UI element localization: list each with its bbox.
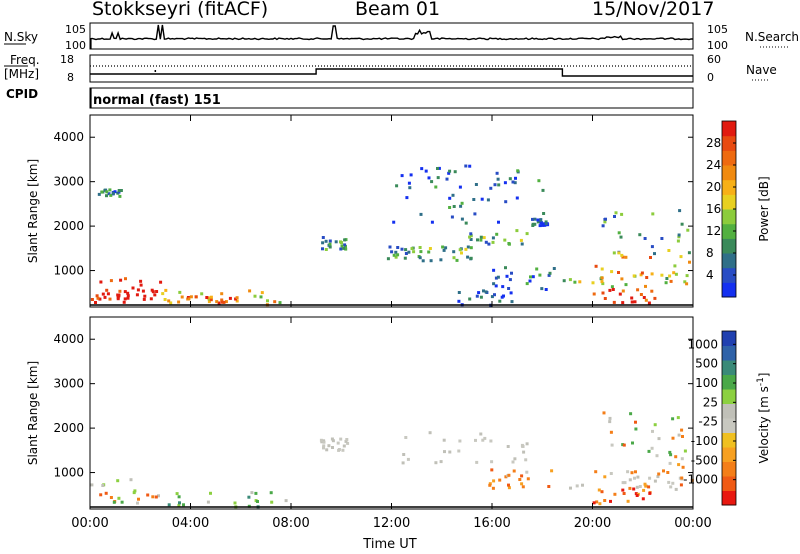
colorbar-segment <box>722 165 736 181</box>
colorbar-segment <box>722 476 736 491</box>
ytick-label: 1000 <box>53 264 84 278</box>
colorbar-segment <box>722 345 736 361</box>
nsearch-label: N.Search <box>745 30 800 44</box>
ytick-label: 4000 <box>53 332 84 346</box>
colorbar-segment <box>722 150 736 166</box>
cpid-value: normal (fast) 151 <box>93 93 221 108</box>
ytick-label: 2000 <box>53 421 84 435</box>
colorbar-tick-label: 1000 <box>687 337 718 351</box>
colorbar-tick-label: 4 <box>706 268 714 282</box>
colorbar-segment <box>722 267 736 283</box>
freq-ytick-bottom: 8 <box>67 71 74 84</box>
ytick-label: 3000 <box>53 175 84 189</box>
colorbar-tick-label: 12 <box>706 224 721 238</box>
nave-ytick-top: 60 <box>707 53 721 66</box>
colorbar-segment <box>722 403 736 419</box>
colorbar-tick-label: 16 <box>706 202 721 216</box>
cpid-label: CPID <box>6 87 39 101</box>
nsky-ytick-top: 105 <box>65 23 86 36</box>
colorbar-tick-label: 28 <box>706 136 721 150</box>
colorbar-tick-label: -25 <box>698 415 718 429</box>
colorbar-segment <box>722 389 736 404</box>
cpid-panel-frame <box>89 87 694 109</box>
nsky-label: N.Sky <box>4 30 39 44</box>
freq-trace <box>90 68 693 77</box>
ytick-label: 2000 <box>53 219 84 233</box>
colorbar-segment <box>722 282 736 298</box>
xtick-label: 04:00 <box>172 516 209 531</box>
station-title: Stokkseyri (fitACF) <box>92 0 269 20</box>
colorbar-segment <box>722 461 736 477</box>
colorbar-tick-label: 24 <box>706 158 721 172</box>
colorbar-segment <box>722 179 736 195</box>
date-title: 15/Nov/2017 <box>592 0 715 20</box>
colorbar-tick-label: 25 <box>703 395 718 409</box>
colorbar-tick-label: 500 <box>695 357 718 371</box>
colorbar-segment <box>722 121 736 137</box>
freq-label: Freq. <box>10 53 40 67</box>
colorbar-segment <box>722 331 736 346</box>
colorbar-segment <box>722 374 736 390</box>
colorbar-tick-label: -1000 <box>683 473 718 487</box>
freq-panel-frame <box>89 54 694 83</box>
nsky-trace <box>89 24 693 41</box>
colorbar-segment <box>722 135 736 151</box>
colorbar-segment <box>722 238 736 254</box>
power-cells <box>90 164 691 307</box>
y-axis-label: Slant Range [km] <box>26 361 40 465</box>
colorbar-segment <box>722 432 736 448</box>
power-colorbar-label: Power [dB] <box>757 176 771 241</box>
colorbar-tick-label: 8 <box>706 246 714 260</box>
colorbar-tick-label: 20 <box>706 180 721 194</box>
beam-title: Beam 01 <box>355 0 441 20</box>
y-axis-label: Slant Range [km] <box>26 159 40 263</box>
velocity-cells <box>90 411 694 509</box>
colorbar-segment <box>722 360 736 375</box>
colorbar-segment <box>722 490 736 506</box>
xtick-label: 16:00 <box>473 516 510 531</box>
nsearch-ytick-bottom: 100 <box>707 39 728 52</box>
colorbar-segment <box>722 194 736 210</box>
xtick-label: 12:00 <box>373 516 410 531</box>
colorbar-segment <box>722 418 736 433</box>
colorbar-segment <box>722 209 736 225</box>
xtick-label: 20:00 <box>574 516 611 531</box>
nave-ytick-bottom: 0 <box>707 71 714 84</box>
xtick-label: 00:00 <box>71 516 108 531</box>
nsky-ytick-bottom: 100 <box>65 39 86 52</box>
xtick-label: 00:00 <box>674 516 711 531</box>
ytick-label: 4000 <box>53 130 84 144</box>
x-axis-label: Time UT <box>362 537 416 552</box>
colorbar-tick-label: 100 <box>695 376 718 390</box>
nsearch-ytick-top: 105 <box>707 23 728 36</box>
freq-unit-label: [MHz] <box>4 67 40 81</box>
xtick-label: 08:00 <box>272 516 309 531</box>
colorbar-segment <box>722 223 736 239</box>
velocity-colorbar-label: Velocity [m s-1] <box>756 373 771 464</box>
colorbar-segment <box>722 253 736 269</box>
ytick-label: 1000 <box>53 466 84 480</box>
nave-label: Nave <box>746 63 777 77</box>
ytick-label: 3000 <box>53 377 84 391</box>
colorbar-tick-label: -100 <box>691 434 718 448</box>
colorbar-frame <box>721 330 737 506</box>
nsky-panel-frame <box>89 22 694 50</box>
freq-ytick-top: 18 <box>60 53 74 66</box>
colorbar-tick-label: -500 <box>691 453 718 467</box>
colorbar-segment <box>722 447 736 462</box>
